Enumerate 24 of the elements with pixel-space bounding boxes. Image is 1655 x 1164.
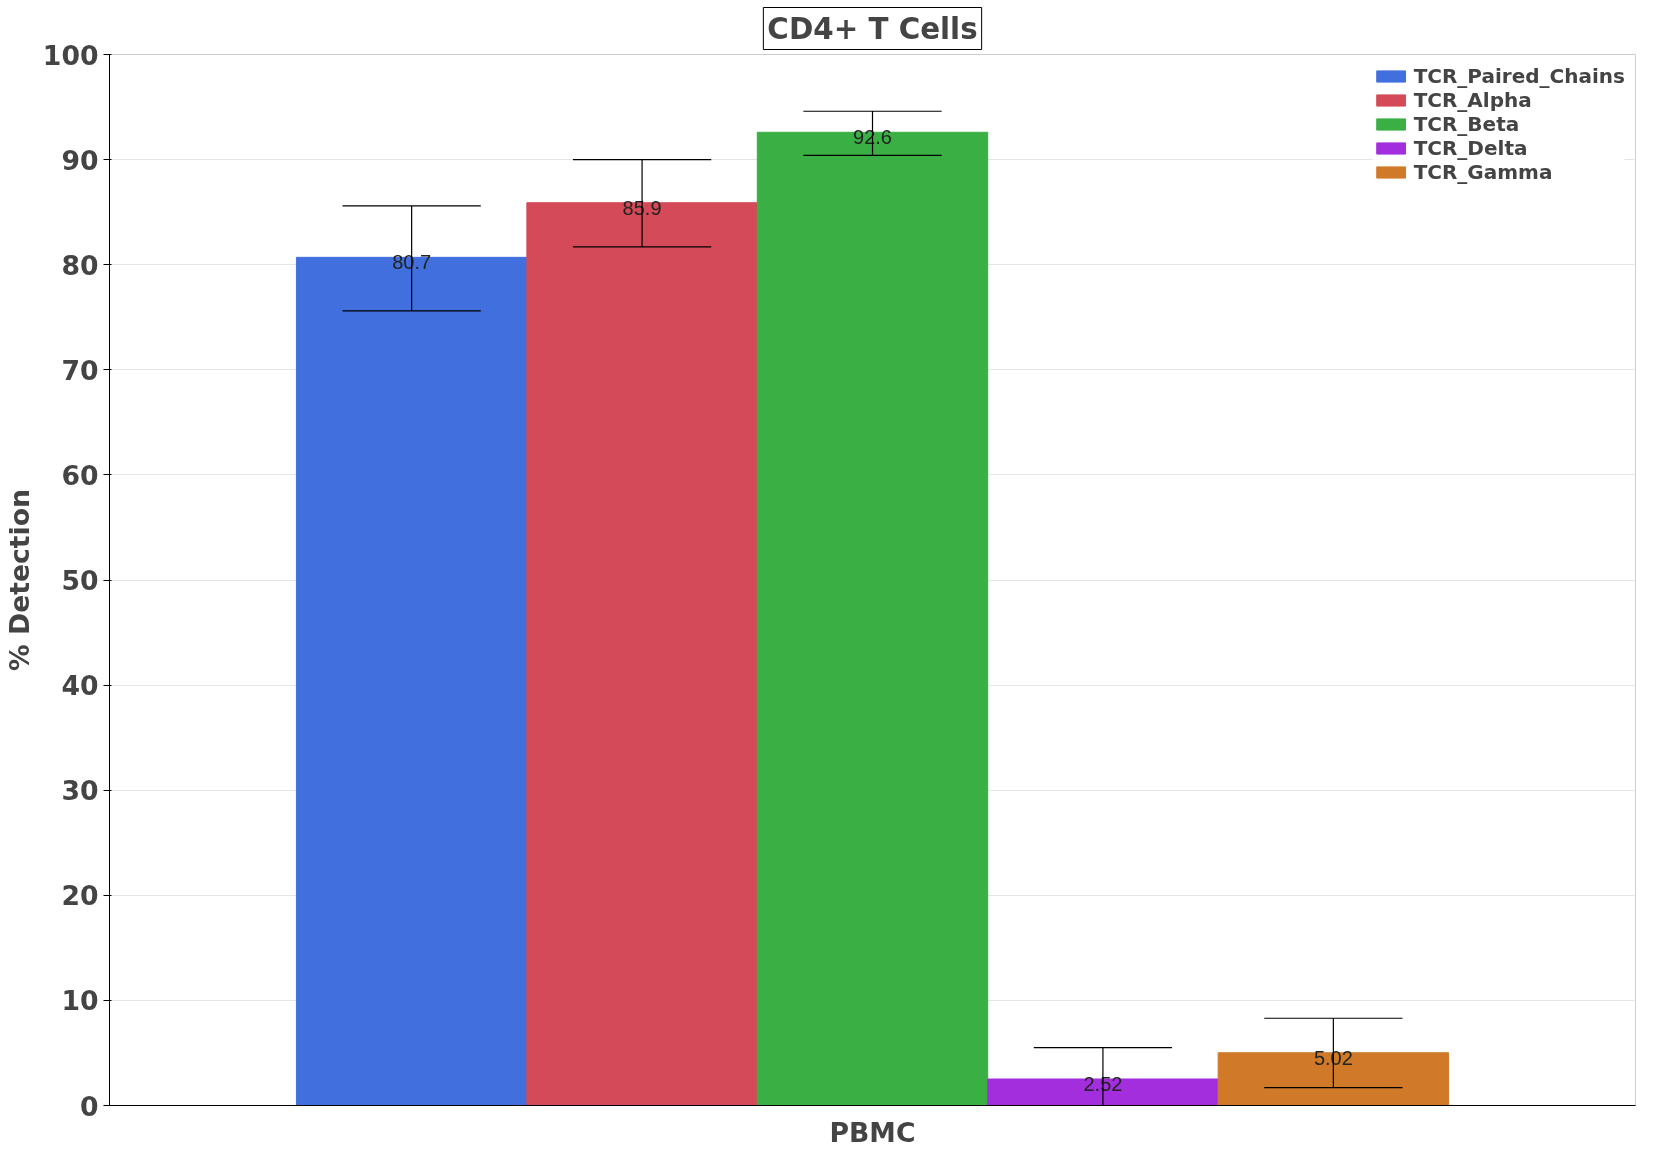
chart-title: CD4+ T Cells: [767, 11, 978, 46]
y-tick-label: 80: [61, 249, 99, 281]
y-tick-label: 20: [61, 880, 99, 912]
y-tick-label: 60: [61, 459, 99, 491]
bar: [987, 1078, 1219, 1106]
legend-label: TCR_Paired_Chains: [1413, 64, 1625, 88]
legend-label: TCR_Alpha: [1413, 88, 1532, 112]
bar: [756, 131, 989, 1106]
y-tick-label: 70: [61, 354, 99, 386]
y-tick-label: 50: [61, 565, 99, 596]
bar: [295, 256, 528, 1106]
y-tick-label: 90: [61, 144, 99, 176]
x-tick-label: PBMC: [829, 1116, 916, 1148]
bar: [1217, 1052, 1450, 1106]
legend-label: TCR_Delta: [1413, 136, 1528, 160]
y-tick-label: 40: [61, 670, 99, 702]
y-tick-label: 30: [61, 775, 99, 807]
bar: [526, 202, 758, 1106]
y-axis-title: % Detection: [3, 488, 35, 671]
legend-label: TCR_Beta: [1413, 112, 1520, 136]
y-tick-label: 100: [42, 39, 99, 71]
legend-label: TCR_Gamma: [1413, 160, 1553, 184]
y-tick-label: 0: [79, 1090, 99, 1122]
y-tick-label: 10: [61, 985, 99, 1017]
